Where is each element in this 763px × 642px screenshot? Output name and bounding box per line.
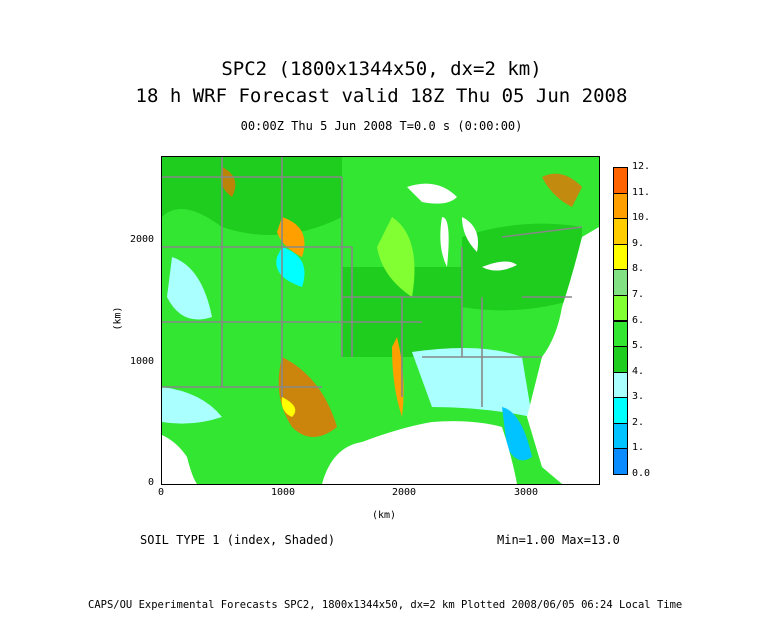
colorbar-swatch	[613, 243, 628, 271]
colorbar-label: 8.	[632, 263, 645, 275]
plot-title: SPC2 (1800x1344x50, dx=2 km)	[221, 58, 542, 80]
colorbar-swatch	[613, 397, 628, 424]
colorbar-label: 0.0	[632, 468, 651, 479]
colorbar-label: 10.	[632, 212, 651, 224]
plot-subtitle: 00:00Z Thu 5 Jun 2008 T=0.0 s (0:00:00)	[240, 119, 523, 133]
footer-credit: CAPS/OU Experimental Forecasts SPC2, 180…	[88, 599, 683, 611]
x-tick-label: 2000	[392, 487, 417, 498]
plot-title-forecast: 18 h WRF Forecast valid 18Z Thu 05 Jun 2…	[135, 85, 628, 107]
colorbar-swatch	[613, 218, 628, 245]
colorbar-label: 11.	[632, 186, 651, 198]
colorbar-label: 3.	[632, 391, 645, 403]
colorbar-label: 5.	[632, 340, 645, 352]
colorbar-swatch	[613, 269, 628, 296]
soil-type-map	[162, 157, 599, 484]
x-tick-label: 3000	[514, 487, 539, 498]
colorbar-swatch	[613, 192, 628, 220]
colorbar-label: 1.	[632, 442, 645, 454]
y-tick-label: 1000	[130, 356, 155, 367]
colorbar-swatch	[613, 346, 628, 373]
colorbar-swatch	[613, 167, 628, 194]
colorbar-label: 12.	[632, 161, 651, 172]
water-bodies	[162, 183, 599, 484]
state-boundaries	[162, 157, 583, 407]
colorbar-label: 7.	[632, 288, 645, 300]
colorbar-swatch	[613, 422, 628, 450]
colorbar-swatch	[613, 294, 628, 322]
colorbar	[613, 167, 628, 475]
colorbar-swatch	[613, 448, 628, 475]
plot-frame	[161, 156, 600, 485]
colorbar-label: 2.	[632, 416, 645, 428]
x-tick-label: 1000	[271, 487, 296, 498]
y-tick-label: 2000	[130, 234, 155, 245]
y-axis-label: (km)	[112, 306, 124, 331]
x-axis-label: (km)	[372, 510, 397, 521]
y-tick-label: 0	[148, 477, 155, 488]
colorbar-swatch	[613, 320, 628, 348]
min-max-label: Min=1.00 Max=13.0	[497, 533, 620, 547]
colorbar-label: 6.	[632, 314, 645, 326]
colorbar-label: 9.	[632, 237, 645, 249]
soil-patches	[162, 157, 582, 461]
colorbar-swatch	[613, 371, 628, 399]
field-label: SOIL TYPE 1 (index, Shaded)	[140, 533, 336, 547]
x-tick-label: 0	[158, 487, 165, 498]
colorbar-label: 4.	[632, 365, 645, 377]
